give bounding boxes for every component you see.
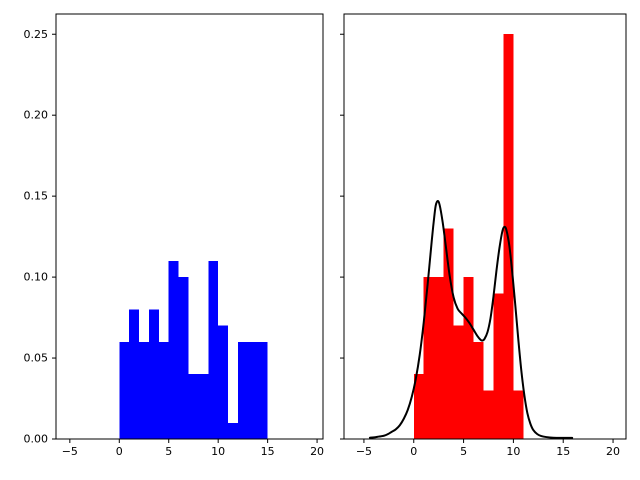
- x-tick-label: 15: [261, 445, 275, 458]
- histogram-bar: [453, 325, 464, 439]
- histogram-bar: [148, 309, 159, 439]
- histogram-bar: [423, 277, 434, 439]
- histogram-bar: [228, 422, 238, 439]
- histogram-bar: [188, 374, 199, 439]
- histogram-bar: [473, 341, 484, 439]
- x-tick-label: 0: [116, 445, 123, 458]
- axes-background-right: [344, 14, 626, 439]
- x-tick-label: 0: [410, 445, 417, 458]
- y-tick-label: 0.20: [24, 109, 49, 122]
- histogram-bar: [178, 277, 189, 439]
- y-tick-label: 0.05: [24, 352, 49, 365]
- histogram-bar: [208, 260, 219, 439]
- y-tick-label: 0.00: [24, 433, 49, 446]
- histogram-bar: [493, 293, 504, 439]
- axes-spines-right: [343, 13, 627, 440]
- histogram-bar: [198, 374, 209, 439]
- y-tick-label: 0.15: [24, 190, 49, 203]
- histogram-bar: [513, 390, 524, 439]
- histogram-bar: [237, 341, 248, 439]
- histogram-bar: [483, 390, 494, 439]
- x-tick-label: 15: [556, 445, 570, 458]
- histogram-bar: [158, 341, 169, 439]
- x-tick-label: −5: [356, 445, 372, 458]
- histogram-bar: [139, 341, 149, 439]
- y-tick-label: 0.10: [24, 271, 49, 284]
- axes-spines-left: [55, 13, 324, 440]
- histogram-bar: [433, 277, 444, 439]
- kde-curve: [368, 199, 574, 439]
- x-tick-label: 5: [460, 445, 467, 458]
- x-tick-label: 10: [211, 445, 225, 458]
- histogram-bar: [129, 309, 140, 439]
- axes-background-left: [56, 14, 323, 439]
- x-tick-label: 10: [506, 445, 520, 458]
- y-tick-label: 0.25: [24, 28, 49, 41]
- histogram-bar: [218, 325, 229, 439]
- x-tick-label: 20: [310, 445, 324, 458]
- histogram-bar: [119, 341, 130, 439]
- histogram-bar: [247, 341, 258, 439]
- x-tick-label: 20: [606, 445, 620, 458]
- x-tick-label: 5: [165, 445, 172, 458]
- x-tick-label: −5: [62, 445, 78, 458]
- histogram-bar: [257, 341, 268, 439]
- histogram-bar: [463, 277, 474, 439]
- histogram-bar: [413, 374, 424, 439]
- histogram-bar: [443, 228, 454, 439]
- histogram-bar: [168, 260, 179, 439]
